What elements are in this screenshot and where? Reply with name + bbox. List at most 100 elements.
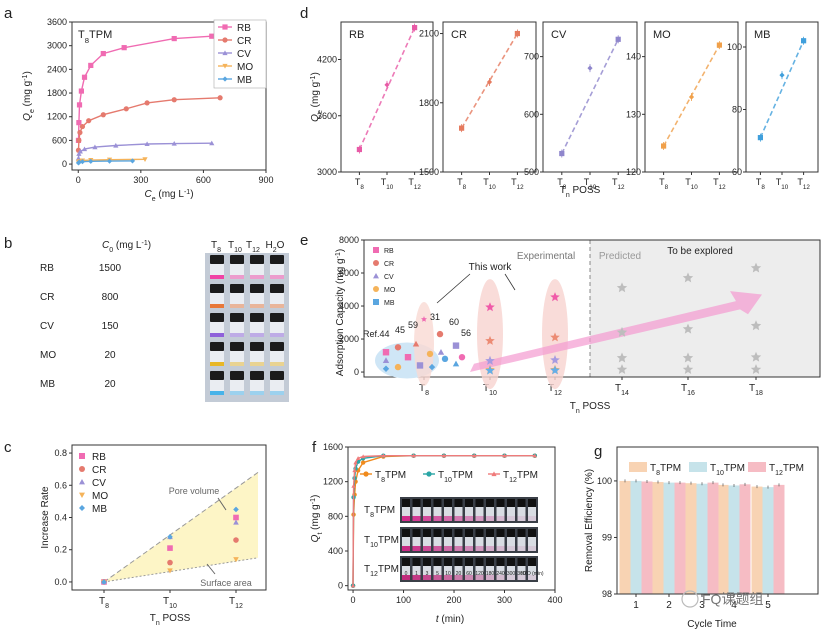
predicted-star: [682, 364, 694, 374]
annotation-surface-area: Surface area: [200, 578, 252, 588]
dye-label: CR: [40, 292, 54, 303]
inset-tube-cap: [528, 499, 536, 507]
inset-tube-cap: [454, 499, 463, 507]
tube-cap: [210, 371, 224, 380]
bar-T12TPM: [739, 484, 751, 594]
inset-tube-liquid: [528, 516, 536, 521]
tube-body: [250, 264, 264, 279]
tube-cap: [250, 255, 264, 264]
x-tick-label: T8: [557, 177, 567, 191]
subplot-title: CR: [451, 29, 467, 41]
inset-tube-liquid: [444, 575, 452, 580]
tube-liquid: [250, 333, 264, 337]
tube-cap: [250, 371, 264, 380]
y-tick-label: 1600: [323, 442, 343, 452]
bar-T12TPM: [641, 481, 653, 594]
data-point-CR: [100, 112, 106, 118]
inset-tube-cap: [412, 499, 421, 507]
inset-tube-cap: [486, 558, 494, 566]
inset-tube: [486, 507, 494, 521]
predicted-star: [750, 320, 762, 331]
legend-swatch: [689, 462, 707, 472]
tube-cap: [230, 255, 244, 264]
data-point-CR: [167, 559, 173, 566]
data-point-CV: [77, 148, 83, 154]
data-point-MB: [79, 159, 86, 165]
tube-body: [270, 264, 284, 279]
data-point-T12TPM: [411, 453, 416, 458]
tube-body: [230, 293, 244, 308]
literature-point: [412, 340, 420, 347]
y-tick-label: 800: [328, 511, 343, 521]
tube-liquid: [230, 391, 244, 395]
subplot-CV: 500 600 700 T8 T10 T12 CV: [524, 21, 638, 191]
inset-time-label: 360: [517, 571, 526, 577]
inset-tube-liquid: [486, 546, 494, 551]
inset-tube-liquid: [423, 575, 431, 580]
y-tick-label: 0.2: [54, 545, 67, 555]
literature-point: [437, 349, 445, 355]
data-point-MB: [129, 158, 136, 164]
data-point-RB: [76, 120, 82, 126]
inset-tube: [507, 507, 515, 521]
inset-tube-cap: [423, 499, 431, 507]
inset-tube-liquid: [475, 575, 484, 580]
inset-tube-cap: [465, 499, 473, 507]
annotation-pointer: [217, 497, 227, 511]
legend-marker: [222, 50, 228, 56]
panel-e: 0 2000 4000 6000 8000 T8 T10 T12 T14 T16 T18 Tn POS…: [300, 232, 821, 415]
data-point-MO: [233, 557, 239, 563]
x-tick-label: T16: [681, 383, 695, 397]
inset-tube-liquid: [496, 516, 505, 521]
annotation-pore-volume: Pore volume: [169, 486, 220, 496]
inset-time-label: 10: [445, 571, 451, 577]
literature-point: [436, 330, 444, 338]
data-point-T8TPM: [360, 460, 366, 465]
data-point: [412, 25, 418, 31]
annotation-predicted: Predicted: [599, 251, 641, 262]
x-tick-label: T12: [612, 177, 625, 191]
inset-tube-cap: [433, 529, 442, 537]
legend-marker: [222, 76, 228, 82]
data-point-T12TPM: [360, 454, 366, 459]
tube-body: [250, 322, 264, 337]
y-tick-label: 2400: [47, 64, 67, 74]
trend-arrow: [470, 291, 762, 373]
x-tick-label: T12: [797, 177, 810, 191]
data-point: [688, 94, 695, 100]
data-point-RB: [100, 50, 106, 57]
inset-tube-cap: [454, 529, 463, 537]
data-point: [661, 143, 667, 149]
data-point-T12TPM: [352, 468, 357, 473]
tube-cap: [270, 255, 284, 264]
x-tick-label: 300: [133, 175, 148, 185]
x-axis-label: Cycle Time: [687, 619, 737, 630]
x-tick-label: T10: [483, 383, 497, 397]
annotation-pointer: [504, 273, 516, 291]
watermark-icon: [681, 590, 699, 608]
tube-liquid: [250, 304, 264, 308]
data-point: [801, 38, 807, 44]
x-tick-label: 900: [258, 175, 273, 185]
inset-tube-cap: [517, 499, 526, 507]
panel-letter: a: [4, 5, 13, 22]
literature-point: [452, 360, 460, 367]
subplot-title: MB: [754, 29, 771, 41]
annotation-this-work: This work: [469, 262, 513, 273]
tube-body: [230, 322, 244, 337]
legend-label: CR: [384, 261, 394, 268]
x-tick-label: 400: [547, 595, 562, 605]
conc-value: 150: [102, 321, 119, 332]
inset-tube: [402, 537, 410, 551]
y-tick-label: 4200: [317, 55, 337, 65]
inset-tube-liquid: [507, 546, 515, 551]
panel-d: Qe (mg g-1) 3000 3600 4200 T8 T10 T12 RB 1500 180…: [300, 5, 819, 199]
inset-time-label: 240: [496, 571, 505, 577]
inset-tube-liquid: [433, 546, 442, 551]
series-line-RB: [77, 35, 212, 141]
annotation-to-be-explored: To be explored: [667, 246, 733, 257]
inset-tube-liquid: [528, 575, 536, 580]
tube-cap: [210, 255, 224, 264]
inset-tube: [465, 566, 473, 580]
